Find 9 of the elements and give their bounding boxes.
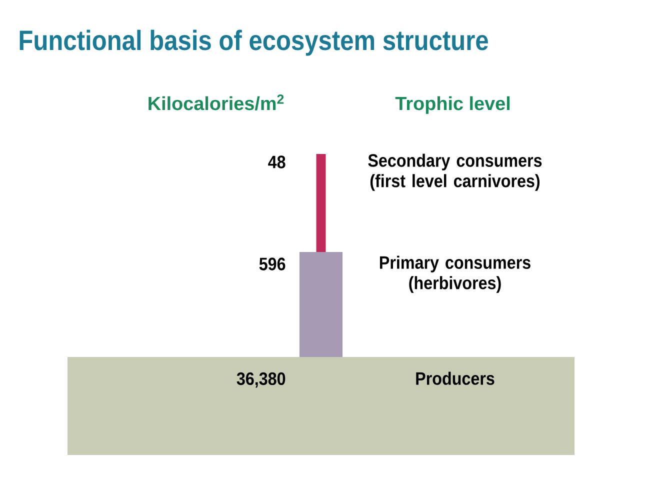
data-label: 596 <box>259 258 286 270</box>
data-label: 48 <box>268 156 286 168</box>
text: Trophic level <box>395 96 510 114</box>
category-label: Producers <box>416 372 494 385</box>
text: Kilocalories/m$^{2}$ <box>148 94 284 110</box>
category-label: Primary consumers (herbivores) <box>380 256 530 293</box>
category-label: Secondary consumers (first level carnivores) <box>368 154 542 191</box>
text: Functional basis of ecosystem structure <box>20 30 488 56</box>
data-label: 36,380 <box>236 372 286 388</box>
